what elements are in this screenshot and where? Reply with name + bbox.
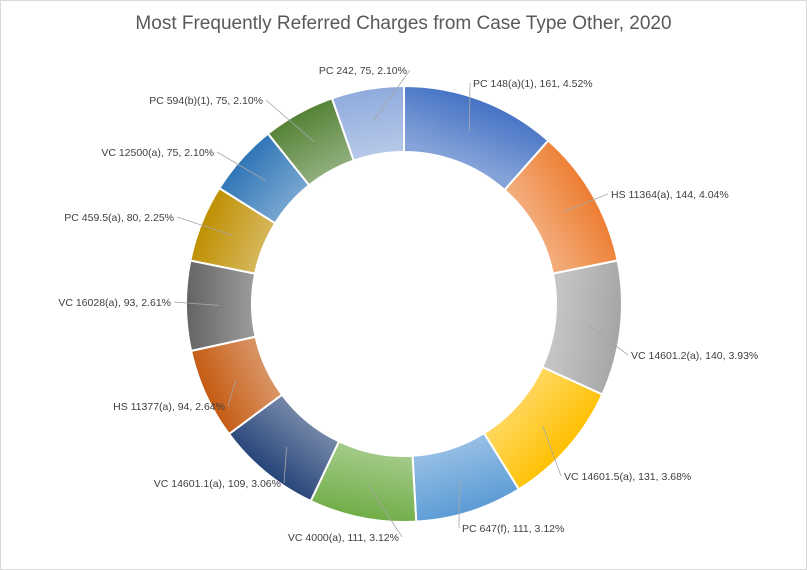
data-labels-group: PC 148(a)(1), 161, 4.52% HS 11364(a), 144… [58,65,758,544]
leader-line-vc-14601-5-a [542,426,562,477]
chart-title: Most Frequently Referred Charges from Ca… [135,13,672,34]
leader-line-hs-11364-a [563,193,609,212]
leader-line-pc-594-b-1 [265,99,315,143]
slices-group [185,84,623,523]
data-label-pc-647-f: PC 647(f), 111, 3.12% [462,523,564,535]
data-label-pc-242: PC 242, 75, 2.10% [319,65,407,77]
leader-line-vc-12500-a [216,151,267,182]
leader-line-vc-4000-a [368,485,403,538]
leader-line-pc-459-5-a [176,216,233,236]
data-label-vc-14601-2-a: VC 14601.2(a), 140, 3.93% [631,350,758,362]
leader-line-hs-11377-a [227,380,237,407]
data-label-vc-14601-1-a: VC 14601.1(a), 109, 3.06% [154,478,281,490]
data-label-vc-14601-5-a: VC 14601.5(a), 131, 3.68% [564,471,691,483]
data-label-pc-594-b-1: PC 594(b)(1), 75, 2.10% [149,95,263,107]
data-label-pc-459-5-a: PC 459.5(a), 80, 2.25% [64,212,174,224]
slice-vc-16028-a [185,259,257,353]
leader-line-vc-14601-1-a [283,446,288,484]
data-label-vc-4000-a: VC 4000(a), 111, 3.12% [288,532,399,544]
data-label-vc-16028-a: VC 16028(a), 93, 2.61% [58,297,171,309]
leader-line-vc-16028-a [173,301,220,306]
leader-line-pc-647-f [458,480,461,529]
data-label-hs-11377-a: HS 11377(a), 94, 2.64% [113,401,225,413]
leader-line-pc-242 [372,69,411,122]
leader-line-pc-148-a-1 [469,82,471,131]
data-label-pc-148-a-1: PC 148(a)(1), 161, 4.52% [473,78,593,90]
data-label-hs-11364-a: HS 11364(a), 144, 4.04% [611,189,729,201]
slice-pc-242 [330,84,405,162]
data-label-vc-12500-a: VC 12500(a), 75, 2.10% [101,147,214,159]
leader-line-vc-14601-2-a [587,324,629,356]
leader-lines-group [173,69,629,538]
